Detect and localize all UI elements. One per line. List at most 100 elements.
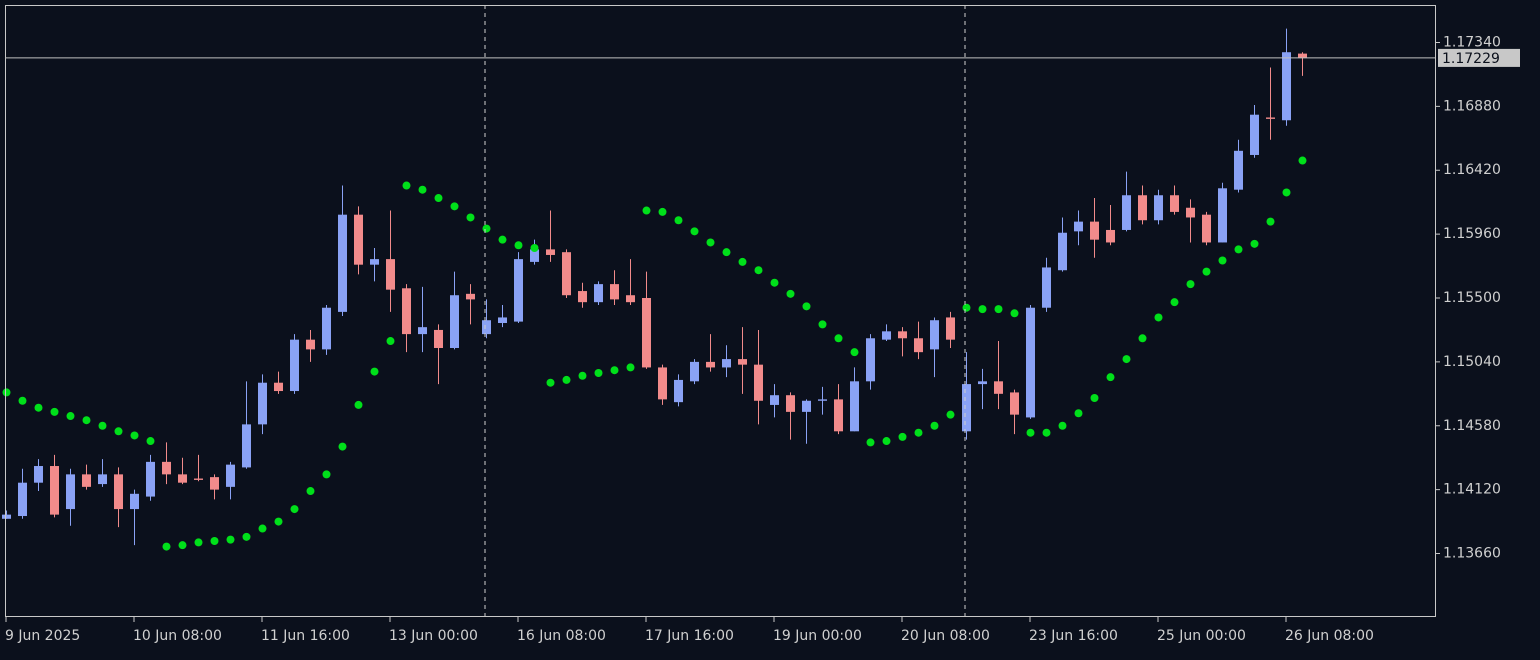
sar-dot — [1234, 245, 1243, 254]
x-tick-label: 23 Jun 16:00 — [1029, 628, 1118, 644]
sar-dot — [690, 227, 699, 236]
candle-body — [930, 320, 939, 350]
candle-body — [258, 382, 267, 425]
sar-dot — [850, 348, 859, 357]
sar-dot — [322, 470, 331, 479]
candle-body — [466, 293, 475, 300]
sar-dot — [450, 202, 459, 211]
candle-body — [1138, 195, 1147, 221]
sar-dot — [338, 442, 347, 451]
candle-body — [818, 399, 827, 401]
candle-body — [1042, 267, 1051, 308]
sar-dot — [18, 396, 27, 405]
y-tick-label: 1.13660 — [1443, 546, 1501, 562]
sar-dot — [1058, 421, 1067, 430]
sar-dot — [578, 371, 587, 380]
candle-body — [98, 474, 107, 485]
y-tick-label: 1.16880 — [1443, 98, 1501, 114]
sar-dot — [1298, 156, 1307, 165]
sar-dot — [786, 289, 795, 298]
plot-frame — [5, 5, 1436, 617]
sar-dot — [802, 302, 811, 311]
sar-dot — [482, 224, 491, 233]
sar-dot — [754, 266, 763, 275]
y-tick-label: 1.17340 — [1443, 34, 1501, 50]
candle-body — [946, 317, 955, 340]
candle-body — [306, 339, 315, 350]
sar-dot — [818, 320, 827, 329]
candle-body — [1106, 229, 1115, 243]
candle-body — [354, 214, 363, 265]
candle-body — [274, 382, 283, 392]
candle-body — [210, 477, 219, 490]
candle-body — [338, 214, 347, 312]
sar-dot — [642, 206, 651, 215]
sar-dot — [1266, 217, 1275, 226]
sar-dot — [626, 363, 635, 372]
candle-body — [450, 295, 459, 348]
sar-dot — [434, 194, 443, 203]
sar-dot — [562, 375, 571, 384]
candle-body — [386, 259, 395, 290]
candle-body — [882, 331, 891, 340]
candle-body — [242, 424, 251, 468]
candle-body — [978, 381, 987, 385]
candle-body — [514, 259, 523, 322]
candle-body — [402, 288, 411, 335]
sar-dot — [978, 305, 987, 314]
y-tick-label: 1.15500 — [1443, 290, 1501, 306]
candle-body — [226, 464, 235, 487]
sar-dot — [546, 378, 555, 387]
candle-body — [578, 291, 587, 303]
y-tick-label: 1.15040 — [1443, 354, 1501, 370]
candle-body — [626, 295, 635, 303]
candle-body — [722, 359, 731, 368]
x-tick-label: 26 Jun 08:00 — [1285, 628, 1374, 644]
candle-body — [114, 474, 123, 510]
candle-body — [162, 461, 171, 475]
sar-dot — [1186, 280, 1195, 289]
x-tick-label: 17 Jun 16:00 — [645, 628, 734, 644]
y-tick-label: 1.14580 — [1443, 418, 1501, 434]
candle-body — [674, 379, 683, 403]
sar-dot — [210, 537, 219, 546]
sar-dot — [130, 431, 139, 440]
candle-body — [706, 361, 715, 368]
sar-dot — [498, 235, 507, 244]
candle-body — [482, 320, 491, 335]
candle-body — [498, 317, 507, 323]
sar-dot — [1122, 355, 1131, 364]
sar-dot — [898, 432, 907, 441]
sar-dot — [594, 368, 603, 377]
x-tick-label: 20 Jun 08:00 — [901, 628, 990, 644]
sar-dot — [402, 181, 411, 190]
sar-dot — [914, 428, 923, 437]
sar-dot — [738, 257, 747, 266]
candle-body — [1218, 188, 1227, 243]
candle-body — [2, 514, 11, 519]
y-tick-label: 1.16420 — [1443, 162, 1501, 178]
candle-body — [898, 331, 907, 339]
x-tick-label: 19 Jun 00:00 — [773, 628, 862, 644]
candle-body — [914, 338, 923, 353]
candle-body — [370, 259, 379, 265]
candle-body — [834, 399, 843, 432]
sar-dot — [290, 505, 299, 514]
sar-dot — [994, 305, 1003, 314]
candle-body — [850, 381, 859, 432]
sar-dot — [34, 403, 43, 412]
sar-dot — [1170, 298, 1179, 307]
x-tick-label: 9 Jun 2025 — [5, 628, 80, 644]
candle-body — [1074, 221, 1083, 232]
candle-body — [146, 461, 155, 497]
x-tick-label: 25 Jun 00:00 — [1157, 628, 1246, 644]
sar-dot — [194, 538, 203, 547]
sar-dot — [242, 532, 251, 541]
sar-dot — [258, 524, 267, 533]
candle-body — [658, 367, 667, 400]
candle-body — [594, 284, 603, 303]
sar-dot — [930, 421, 939, 430]
sar-dot — [1106, 373, 1115, 382]
candle-body — [1090, 221, 1099, 240]
sar-dot — [1026, 428, 1035, 437]
